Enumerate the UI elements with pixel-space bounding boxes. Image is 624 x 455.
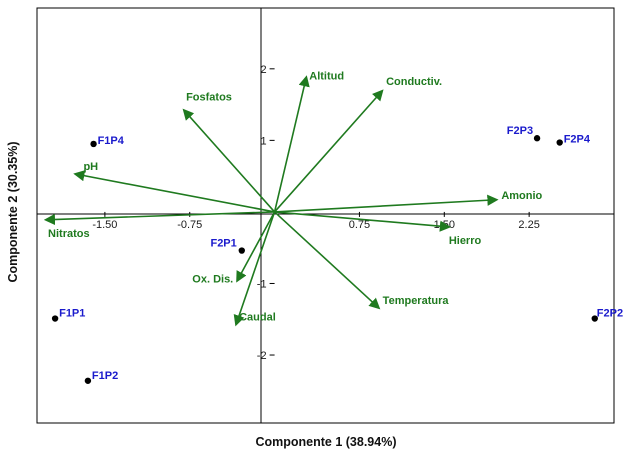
loading-vector-label: Caudal — [239, 311, 276, 323]
x-axis-title: Componente 1 (38.94%) — [255, 435, 396, 449]
x-tick-label: 1.50 — [434, 219, 455, 231]
score-points: F1P4 F2P3 F2P4 F2P1 F1P1 F2P2 F1P2 — [51, 125, 623, 384]
x-tick-label: 0.75 — [349, 219, 370, 231]
loading-vector-arrow — [273, 89, 384, 213]
x-tick-label: -1.50 — [92, 219, 117, 231]
y-tick-label: -2 — [257, 350, 267, 362]
y-tick-label: 2 — [260, 64, 266, 76]
loading-vector-arrow — [43, 211, 275, 226]
y-ticks: 2 1 -1 -2 — [257, 64, 275, 362]
loading-vector-arrow — [236, 211, 276, 283]
score-point-marker — [90, 140, 97, 148]
y-tick-label: 1 — [260, 135, 266, 147]
loading-vector-arrow — [274, 211, 452, 232]
loading-vector-label: Fosfatos — [186, 91, 232, 103]
loading-vector-label: Nitratos — [48, 228, 90, 240]
score-point-marker — [556, 139, 563, 146]
loading-vectors: Altitud Conductiv. Fosfatos pH Nitratos Amoni… — [43, 70, 543, 327]
loading-vector-label: pH — [83, 161, 98, 173]
score-point-marker — [51, 315, 59, 322]
score-point-label: F2P1 — [210, 238, 236, 250]
x-tick-label: 2.25 — [518, 219, 539, 231]
score-point-label: F2P2 — [597, 308, 623, 320]
score-point-marker — [84, 377, 92, 384]
loading-vector-label: Altitud — [309, 70, 344, 82]
loading-vector-label: Hierro — [449, 235, 482, 247]
score-point-label: F1P2 — [92, 370, 118, 382]
loading-vector-arrow — [274, 194, 499, 213]
loading-vector-label: Ox. Dis. — [192, 274, 233, 286]
loading-vector-label: Conductiv. — [386, 76, 442, 88]
y-axis-title: Componente 2 (30.35%) — [6, 141, 20, 282]
loading-vector-label: Amonio — [501, 190, 542, 202]
score-point-label: F1P1 — [59, 308, 85, 320]
loading-vector-arrow — [273, 75, 310, 213]
loading-vector-label: Temperatura — [383, 295, 450, 307]
plot-frame — [36, 7, 615, 424]
x-tick-label: -0.75 — [177, 219, 202, 231]
y-tick-label: -1 — [257, 278, 267, 290]
loading-vector-arrow — [182, 108, 276, 213]
score-point-marker — [533, 135, 541, 142]
score-point-marker — [238, 247, 245, 254]
score-point-label: F2P4 — [564, 134, 591, 146]
score-point-label: F2P3 — [507, 125, 533, 137]
loading-vector-arrow — [233, 211, 276, 327]
score-point-marker — [591, 315, 598, 322]
score-point-label: F1P4 — [98, 135, 125, 147]
loading-vector-arrow — [274, 211, 381, 310]
loading-vector-arrow — [73, 170, 275, 213]
